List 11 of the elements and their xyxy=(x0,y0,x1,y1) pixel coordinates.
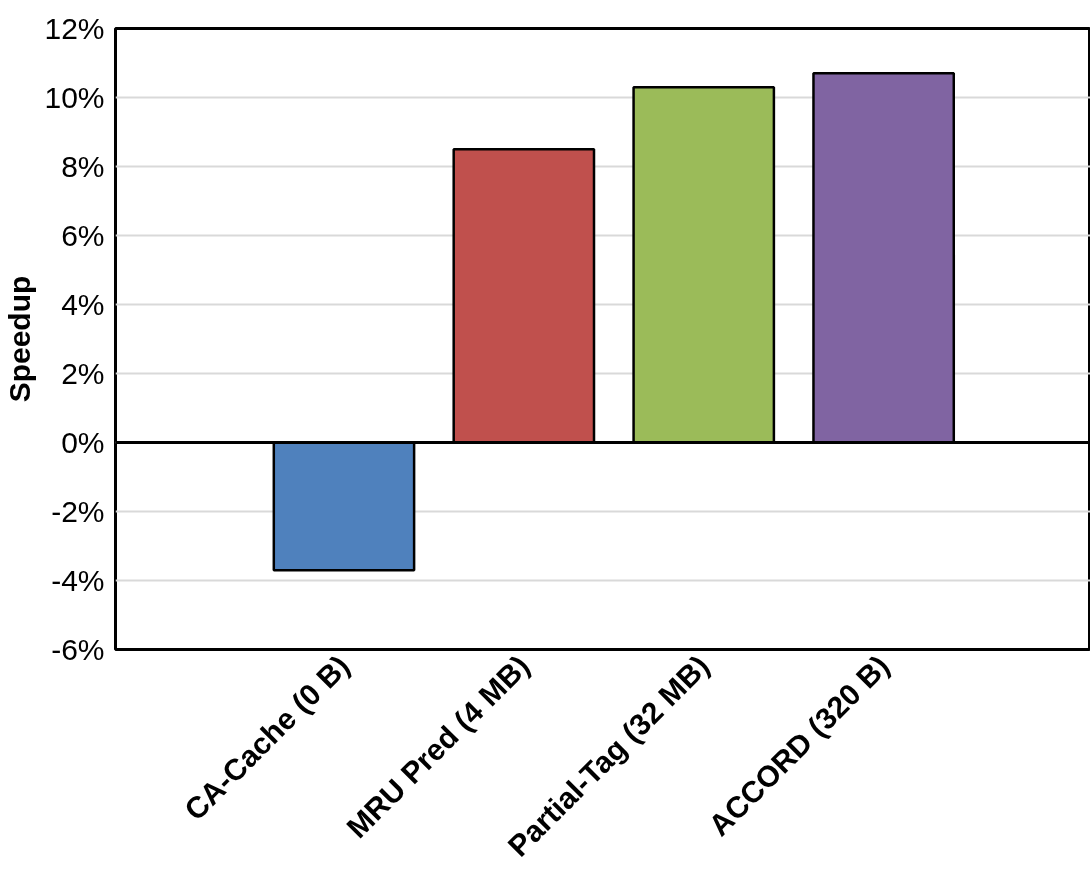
y-tick-label: 6% xyxy=(61,219,105,252)
y-tick-label: 2% xyxy=(61,357,105,390)
y-tick-label: 10% xyxy=(44,81,105,114)
y-axis-title: Speedup xyxy=(3,275,37,403)
y-tick-label: 8% xyxy=(61,150,105,183)
y-tick-label: 4% xyxy=(61,288,105,321)
y-tick-label: 0% xyxy=(61,426,105,459)
y-tick-label: -4% xyxy=(51,564,105,597)
y-tick-label: 12% xyxy=(44,12,105,45)
y-tick-label: -6% xyxy=(51,633,105,666)
y-tick-label: -2% xyxy=(51,495,105,528)
